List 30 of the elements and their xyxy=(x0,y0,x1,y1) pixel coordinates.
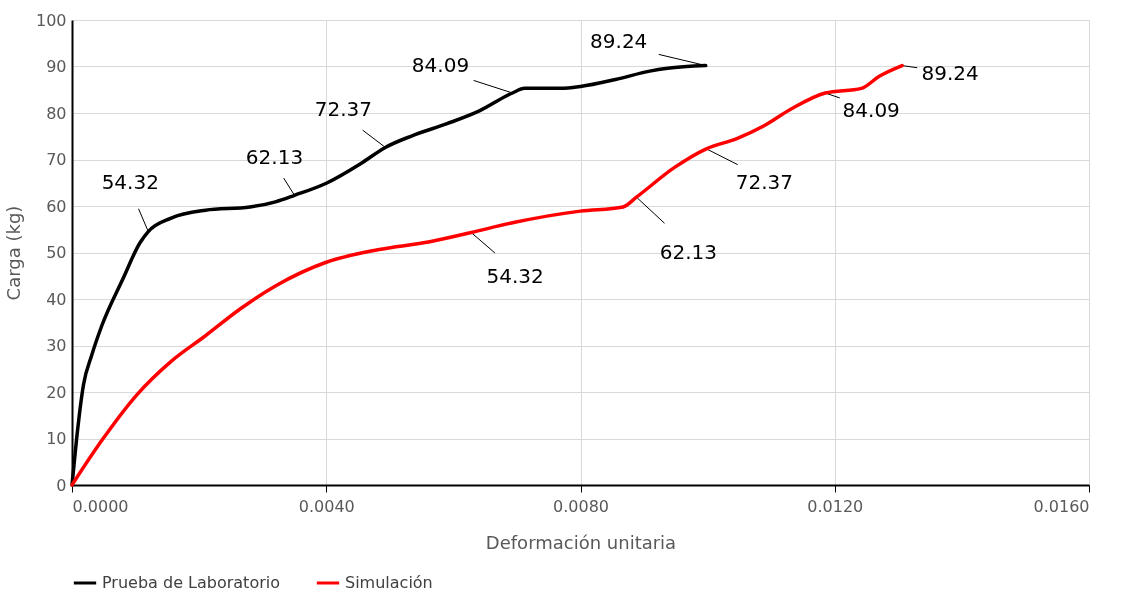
annotation: 54.32 xyxy=(101,169,159,194)
legend-label: Prueba de Laboratorio xyxy=(102,573,280,592)
x-axis-title: Deformación unitaria xyxy=(485,531,677,553)
annotation: 54.32 xyxy=(486,263,544,288)
y-tick-label: 50 xyxy=(46,243,67,262)
annotation: 72.37 xyxy=(314,97,372,122)
annotation: 89.24 xyxy=(590,28,648,53)
y-tick-label: 90 xyxy=(46,57,67,76)
annotation: 72.37 xyxy=(735,169,793,194)
annotation: 62.13 xyxy=(245,145,304,170)
y-tick-label: 0 xyxy=(56,475,67,495)
y-tick-label: 10 xyxy=(46,429,67,448)
y-tick-label: 40 xyxy=(46,289,67,309)
annotation: 84.09 xyxy=(842,98,900,122)
x-tick-label: 0.0080 xyxy=(553,496,609,516)
y-tick-label: 80 xyxy=(46,103,67,123)
annotation: 84.09 xyxy=(411,53,470,78)
y-tick-label: 30 xyxy=(46,336,67,355)
x-tick-label: 0.0000 xyxy=(72,496,129,516)
x-tick-label: 0.0160 xyxy=(1033,496,1090,516)
legend-label: Simulación xyxy=(345,573,433,592)
y-tick-label: 60 xyxy=(46,196,67,216)
x-tick-label: 0.0040 xyxy=(298,496,355,516)
x-tick-label: 0.0120 xyxy=(807,496,864,516)
y-tick-label: 100 xyxy=(35,10,67,30)
annotation: 89.24 xyxy=(921,60,979,85)
y-tick-label: 20 xyxy=(46,382,67,402)
y-tick-label: 70 xyxy=(46,150,67,169)
y-axis-title: Carga (kg) xyxy=(2,205,24,301)
annotation: 62.13 xyxy=(659,240,718,265)
